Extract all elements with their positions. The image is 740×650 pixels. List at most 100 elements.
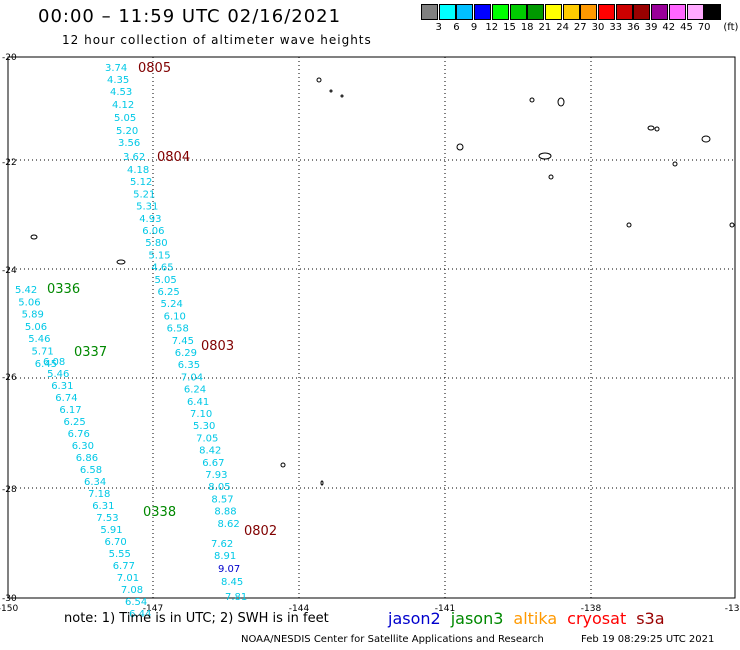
swh-value: 7.81 — [225, 592, 247, 603]
swh-value: 6.41 — [187, 397, 209, 408]
pass-label-0804: 0804 — [157, 150, 190, 165]
swh-value: 6.25 — [158, 287, 180, 298]
swh-value: 6.76 — [68, 429, 90, 440]
swh-value: 6.31 — [92, 501, 114, 512]
swh-value: 7.05 — [196, 433, 218, 444]
swh-value: 7.62 — [211, 539, 233, 550]
legend-label: 27 — [573, 22, 587, 33]
swh-value: 7.45 — [172, 336, 194, 347]
lon-label: -144 — [289, 604, 310, 614]
swh-value: 6.31 — [51, 381, 73, 392]
legend-swatch — [651, 4, 669, 20]
lon-label: -147 — [143, 604, 163, 614]
legend-swatch — [456, 4, 474, 20]
legend-swatch — [615, 4, 633, 20]
swh-value: 7.01 — [117, 573, 139, 584]
mission-jason2: jason2 — [388, 609, 441, 628]
timestamp-text: Feb 19 08:29:25 UTC 2021 — [581, 634, 715, 645]
legend-label: 24 — [556, 22, 569, 33]
legend-label: 45 — [680, 22, 693, 33]
swh-value: 8.91 — [214, 551, 236, 562]
legend-label: 39 — [644, 22, 658, 33]
legend-label: 9 — [470, 22, 478, 33]
swh-value: 8.57 — [211, 494, 233, 505]
swh-value: 5.15 — [148, 250, 170, 261]
swh-value: 5.42 — [15, 285, 37, 296]
swh-value: 6.25 — [64, 417, 86, 428]
legend-swatch — [527, 4, 545, 20]
swh-value: 8.88 — [214, 507, 236, 518]
island-outline — [672, 161, 678, 167]
mission-s3a: s3a — [636, 609, 665, 628]
island-outline — [548, 174, 554, 180]
swh-value: 7.08 — [121, 585, 143, 596]
swh-value: 6.70 — [105, 537, 127, 548]
legend-swatch — [598, 4, 615, 20]
swh-value: 5.71 — [32, 347, 54, 358]
legend-swatch — [580, 4, 598, 20]
swh-value: 5.30 — [193, 421, 215, 432]
legend-swatch — [668, 4, 686, 20]
swh-value: 5.46 — [47, 369, 69, 380]
pass-label-0803: 0803 — [201, 339, 234, 354]
lat-label: -30 — [2, 594, 17, 604]
swh-value: 6.17 — [59, 405, 81, 416]
swh-value: 9.07 — [218, 564, 240, 575]
swh-value: 7.93 — [205, 470, 227, 481]
pass-label-0336: 0336 — [47, 282, 80, 297]
swh-value: 6.24 — [184, 385, 206, 396]
lat-label: -20 — [2, 53, 17, 63]
swh-value: 4.35 — [107, 75, 129, 86]
swh-value: 7.18 — [88, 489, 110, 500]
map-title: 00:00 – 11:59 UTC 02/16/2021 — [38, 6, 342, 27]
swh-value: 3.62 — [123, 152, 145, 163]
lat-label: -28 — [2, 485, 17, 495]
pass-label-0802: 0802 — [244, 524, 277, 539]
legend-label: 3 — [435, 22, 442, 33]
legend-label: 6 — [453, 22, 460, 33]
legend-label: 18 — [520, 22, 534, 33]
island-outline — [30, 234, 38, 240]
legend-label: 70 — [697, 22, 711, 33]
mission-cryosat: cryosat — [567, 609, 627, 628]
swh-value: 7.10 — [190, 409, 212, 420]
swh-value: 6.34 — [84, 477, 106, 488]
pass-label-0805: 0805 — [138, 61, 171, 76]
legend-swatch — [421, 4, 438, 20]
island-outline — [538, 152, 552, 160]
swh-value: 6.08 — [43, 357, 65, 368]
island-outline — [529, 97, 535, 103]
swh-value: 4.53 — [110, 87, 132, 98]
swh-value: 5.06 — [18, 297, 40, 308]
island-outline — [729, 222, 735, 228]
legend-swatch — [474, 4, 492, 20]
legend-unit: (ft) — [723, 22, 739, 33]
swh-value: 4.18 — [127, 165, 149, 176]
legend-swatch — [509, 4, 527, 20]
mission-altika: altika — [513, 609, 558, 628]
swh-value: 6.30 — [72, 441, 94, 452]
island-outline — [320, 480, 324, 486]
island-outline — [329, 89, 333, 93]
swh-value: 6.54 — [125, 597, 147, 608]
legend-label: 36 — [627, 22, 640, 33]
island-outline — [647, 125, 655, 131]
lat-label: -22 — [2, 158, 17, 168]
swh-value: 5.31 — [136, 202, 158, 213]
legend-label: 42 — [662, 22, 676, 33]
credit-text: NOAA/NESDIS Center for Satellite Applica… — [241, 634, 544, 645]
legend-swatch — [544, 4, 562, 20]
island-outline — [701, 135, 711, 143]
swh-value: 7.04 — [181, 372, 203, 383]
legend-label: 33 — [609, 22, 623, 33]
island-outline — [654, 126, 660, 132]
swh-value: 5.12 — [130, 177, 152, 188]
swh-value: 4.12 — [112, 100, 134, 111]
swh-value: 5.46 — [28, 334, 50, 345]
swh-value: 6.10 — [164, 311, 186, 322]
legend-swatch — [704, 4, 722, 20]
swh-value: 5.80 — [145, 238, 167, 249]
lat-label: -26 — [2, 373, 17, 383]
island-outline — [116, 259, 126, 265]
